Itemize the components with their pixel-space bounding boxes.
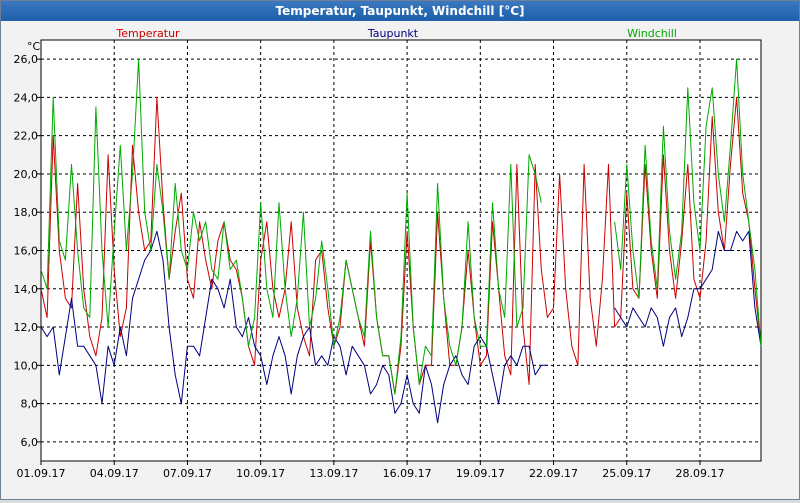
y-tick-label: 10,0 — [14, 359, 39, 372]
series-line-taupunkt — [40, 230, 762, 424]
y-tick-label: 24,0 — [14, 91, 39, 104]
y-tick-label: 22,0 — [14, 130, 39, 143]
y-axis-unit-label: °C — [27, 40, 41, 53]
y-tick-label: 18,0 — [14, 206, 39, 219]
series-line-windchill — [40, 58, 762, 395]
legend-entry-taupunkt: Taupunkt — [367, 27, 419, 40]
series-layer — [40, 58, 762, 424]
x-tick-label: 25.09.17 — [602, 467, 651, 480]
x-tick-label: 07.09.17 — [163, 467, 212, 480]
y-tick-label: 14,0 — [14, 283, 39, 296]
x-tick-label: 16.09.17 — [383, 467, 432, 480]
x-tick-label: 13.09.17 — [309, 467, 358, 480]
y-axis: 6,0 8,0 10,0 12,0 14,0 16,0 18,0 20,0 22,0 24,0 26… — [14, 53, 41, 449]
x-tick-label: 22.09.17 — [529, 467, 578, 480]
x-tick-label: 01.09.17 — [17, 467, 66, 480]
y-tick-label: 20,0 — [14, 168, 39, 181]
line-chart: 6,0 8,0 10,0 12,0 14,0 16,0 18,0 20,0 22,0 24,0 26… — [14, 27, 762, 480]
legend-entry-temperatur: Temperatur — [115, 27, 180, 40]
y-tick-label: 26,0 — [14, 53, 39, 66]
y-tick-label: 12,0 — [14, 321, 39, 334]
legend: Temperatur Taupunkt Windchill — [115, 27, 677, 40]
x-tick-label: 19.09.17 — [456, 467, 505, 480]
x-tick-label: 28.09.17 — [675, 467, 724, 480]
x-axis: 01.09.17 04.09.17 07.09.17 10.09.17 13.09.17… — [17, 461, 724, 480]
x-tick-label: 10.09.17 — [236, 467, 285, 480]
y-tick-label: 8,0 — [21, 398, 39, 411]
chart-area: 6,0 8,0 10,0 12,0 14,0 16,0 18,0 20,0 22,0 24,0 26… — [1, 21, 799, 499]
y-tick-label: 6,0 — [21, 436, 39, 449]
legend-entry-windchill: Windchill — [627, 27, 677, 40]
window-title: Temperatur, Taupunkt, Windchill [°C] — [1, 1, 799, 21]
x-tick-label: 04.09.17 — [90, 467, 139, 480]
y-tick-label: 16,0 — [14, 245, 39, 258]
